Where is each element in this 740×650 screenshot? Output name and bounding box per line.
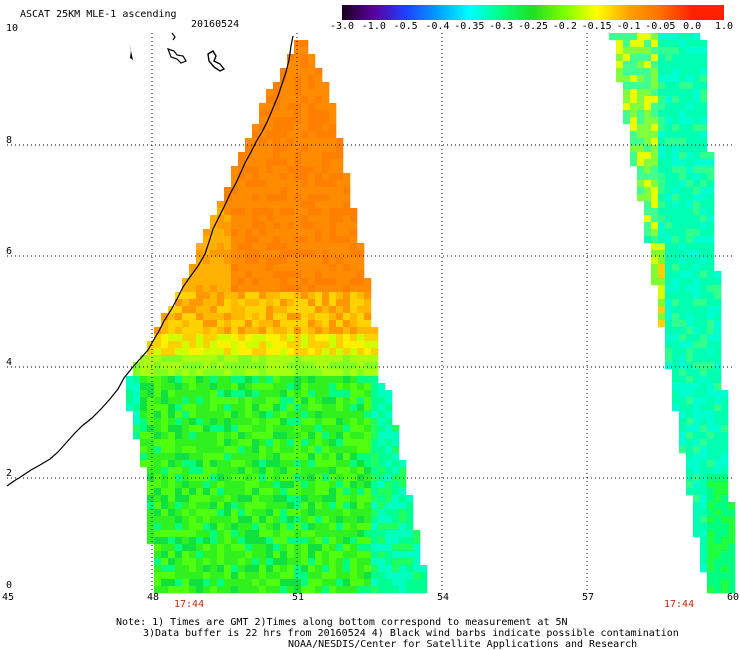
note-line-3: NOAA/NESDIS/Center for Satellite Applica… — [288, 639, 638, 650]
y-tick-label: 2 — [6, 468, 13, 479]
island-3 — [166, 48, 187, 64]
note-line-1: Note: 1) Times are GMT 2)Times along bot… — [116, 617, 568, 628]
swath-left — [126, 40, 428, 594]
colorbar-tick-label: -0.4 — [425, 21, 450, 32]
page-date: 20160524 — [191, 19, 240, 30]
colorbar-tick-label: 1.0 — [714, 21, 734, 32]
x-tick-label: 60 — [727, 592, 740, 603]
colorbar-segment — [628, 5, 661, 20]
y-tick-label: 6 — [6, 246, 13, 257]
colorbar-tick-label: 0.0 — [683, 21, 702, 32]
x-tick-label: 45 — [2, 592, 15, 603]
y-tick-label: 8 — [6, 135, 13, 146]
colorbar-tick-label: -0.35 — [454, 21, 485, 32]
colorbar-segment — [437, 5, 470, 20]
colorbar-segment — [469, 5, 502, 20]
colorbar-tick-label: -0.15 — [581, 21, 612, 32]
swath-right — [609, 33, 736, 594]
colorbar-tick-label: -3.0 — [329, 21, 355, 32]
colorbar-tick-label: -1.0 — [361, 21, 386, 32]
colorbar-tick-label: -0.2 — [552, 21, 577, 32]
colorbar-segment — [405, 5, 438, 20]
y-tick-label: 4 — [6, 357, 13, 368]
colorbar-segment — [373, 5, 407, 20]
colorbar-segment — [564, 5, 598, 20]
island-1 — [129, 43, 133, 60]
colorbar-tick-label: -0.05 — [645, 21, 676, 32]
colorbar-tick-label: -0.3 — [489, 21, 514, 32]
colorbar-segment — [596, 5, 629, 20]
y-tick-label: 10 — [6, 23, 19, 34]
colorbar-segment — [692, 5, 725, 20]
colorbar-segment — [660, 5, 693, 20]
colorbar — [342, 5, 725, 20]
x-tick-label: 48 — [147, 592, 160, 603]
time-label-left: 17:44 — [174, 599, 205, 610]
time-label-right: 17:44 — [664, 599, 695, 610]
grid-lines — [7, 33, 732, 590]
colorbar-segment — [342, 5, 375, 20]
colorbar-tick-label: -0.1 — [616, 21, 641, 32]
note-line-2: 3)Data buffer is 22 hrs from 20160524 4)… — [143, 628, 679, 639]
colorbar-segment — [501, 5, 534, 20]
island-4 — [207, 50, 226, 72]
coastline — [6, 35, 294, 487]
colorbar-segment — [533, 5, 566, 20]
colorbar-tick-label: -0.5 — [393, 21, 418, 32]
x-tick-label: 51 — [292, 592, 305, 603]
page-title: ASCAT 25KM MLE-1 ascending — [20, 9, 177, 20]
x-tick-label: 54 — [437, 592, 450, 603]
colorbar-tick-label: -0.25 — [517, 21, 549, 32]
x-tick-label: 57 — [582, 592, 595, 603]
y-tick-label: 0 — [6, 580, 13, 591]
island-2 — [171, 32, 176, 41]
